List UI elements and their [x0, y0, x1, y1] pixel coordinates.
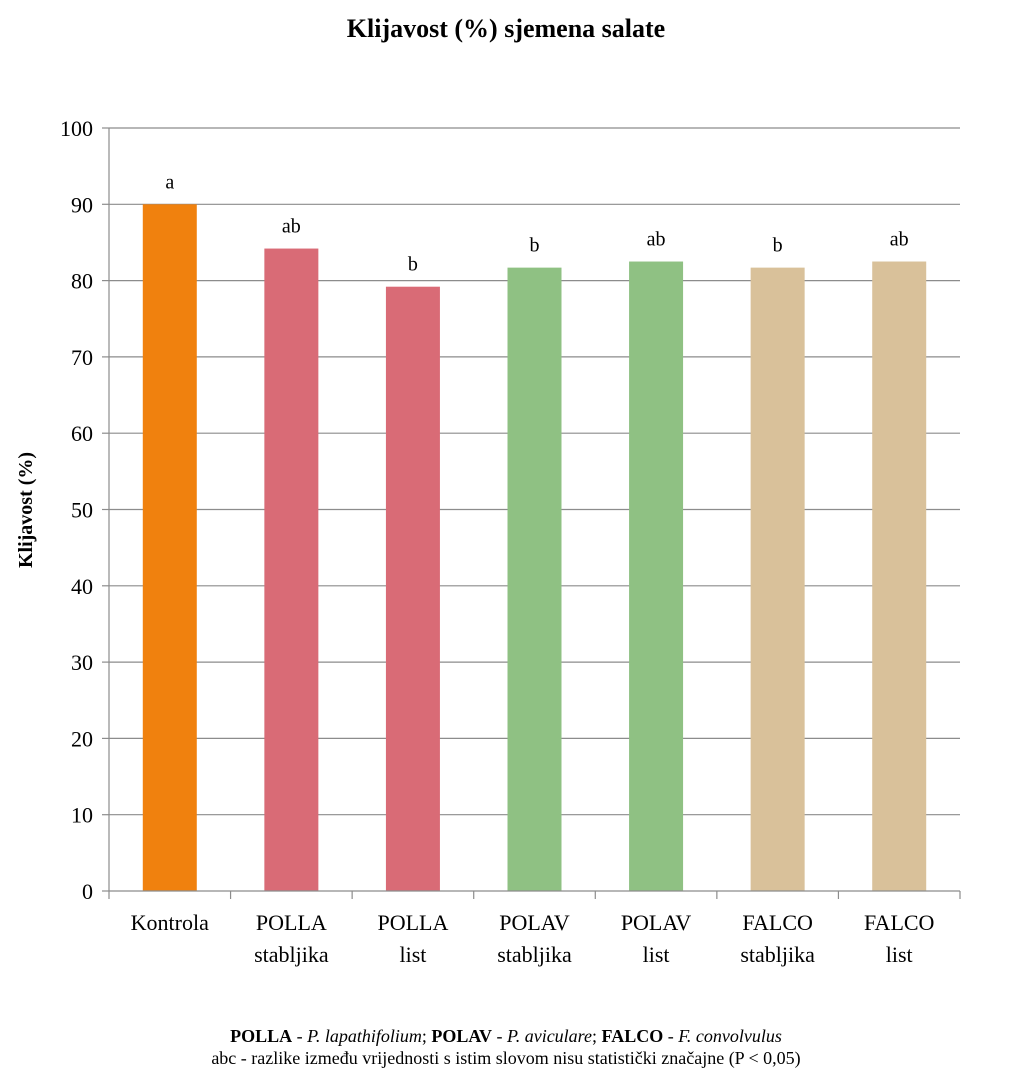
y-tick-label: 60: [71, 421, 93, 446]
y-tick-label: 30: [71, 650, 93, 675]
bar: [629, 261, 684, 891]
y-tick-label: 40: [71, 574, 93, 599]
footnote-segment: POLAV: [431, 1026, 493, 1046]
footnote-significance: abc - razlike između vrijednosti s istim…: [211, 1048, 801, 1068]
y-tick-label: 80: [71, 269, 93, 294]
x-category-label: stabljika: [254, 942, 329, 967]
y-tick-label: 70: [71, 345, 93, 370]
chart-title: Klijavost (%) sjemena salate: [346, 14, 666, 43]
significance-label: ab: [282, 216, 301, 238]
significance-label: b: [773, 235, 783, 257]
footnote-segment: -: [663, 1026, 679, 1046]
footnote-segment: P. lapathifolium: [307, 1026, 422, 1046]
bar: [872, 261, 927, 891]
x-category-label: POLLA: [377, 910, 448, 935]
y-axis-label: Klijavost (%): [15, 452, 37, 568]
bar: [142, 204, 197, 892]
x-category-label: FALCO: [864, 910, 935, 935]
footnote-abbreviations: POLLA - P. lapathifolium; POLAV - P. avi…: [0, 1025, 1012, 1047]
footnote-segment: FALCO: [601, 1026, 664, 1046]
footnote-segment: POLLA: [230, 1026, 293, 1046]
x-category-label: Kontrola: [131, 910, 209, 935]
bar: [507, 267, 562, 891]
x-category-label: stabljika: [497, 942, 572, 967]
x-category-label: list: [399, 942, 426, 967]
footnote-segment: P. aviculare: [507, 1026, 593, 1046]
bar-chart: 0 10 20 30 40 50 60 70 80 90 100 a Kontrola ab POLLA st…: [15, 116, 961, 967]
significance-label: ab: [647, 229, 666, 251]
footnote: POLLA - P. lapathifolium; POLAV - P. avi…: [0, 1025, 1012, 1069]
significance-label: a: [165, 171, 174, 193]
footnote-segment: -: [492, 1026, 508, 1046]
x-category-label: FALCO: [742, 910, 813, 935]
footnote-segment: ;: [592, 1026, 602, 1046]
labels: 0 10 20 30 40 50 60 70 80 90 100 a Kontrola ab POLLA st…: [60, 116, 934, 967]
footnote-segment: F. convolvulus: [678, 1026, 782, 1046]
y-tick-label: 100: [60, 116, 93, 141]
x-category-label: stabljika: [740, 942, 815, 967]
footnote-segment: -: [292, 1026, 308, 1046]
bar: [264, 248, 319, 891]
y-tick-label: 10: [71, 803, 93, 828]
bar: [385, 286, 440, 892]
significance-label: b: [408, 254, 418, 276]
bars: [142, 204, 927, 892]
x-category-label: POLAV: [621, 910, 692, 935]
x-category-label: list: [643, 942, 670, 967]
x-category-label: POLLA: [256, 910, 327, 935]
y-tick-label: 90: [71, 192, 93, 217]
y-tick-label: 50: [71, 498, 93, 523]
x-category-label: POLAV: [499, 910, 570, 935]
axes: [102, 127, 961, 899]
significance-label: b: [530, 235, 540, 257]
bar: [750, 267, 805, 891]
y-tick-label: 20: [71, 726, 93, 751]
x-category-label: list: [886, 942, 913, 967]
y-tick-label: 0: [82, 879, 93, 904]
footnote-segment: ;: [421, 1026, 432, 1046]
significance-label: ab: [890, 229, 909, 251]
